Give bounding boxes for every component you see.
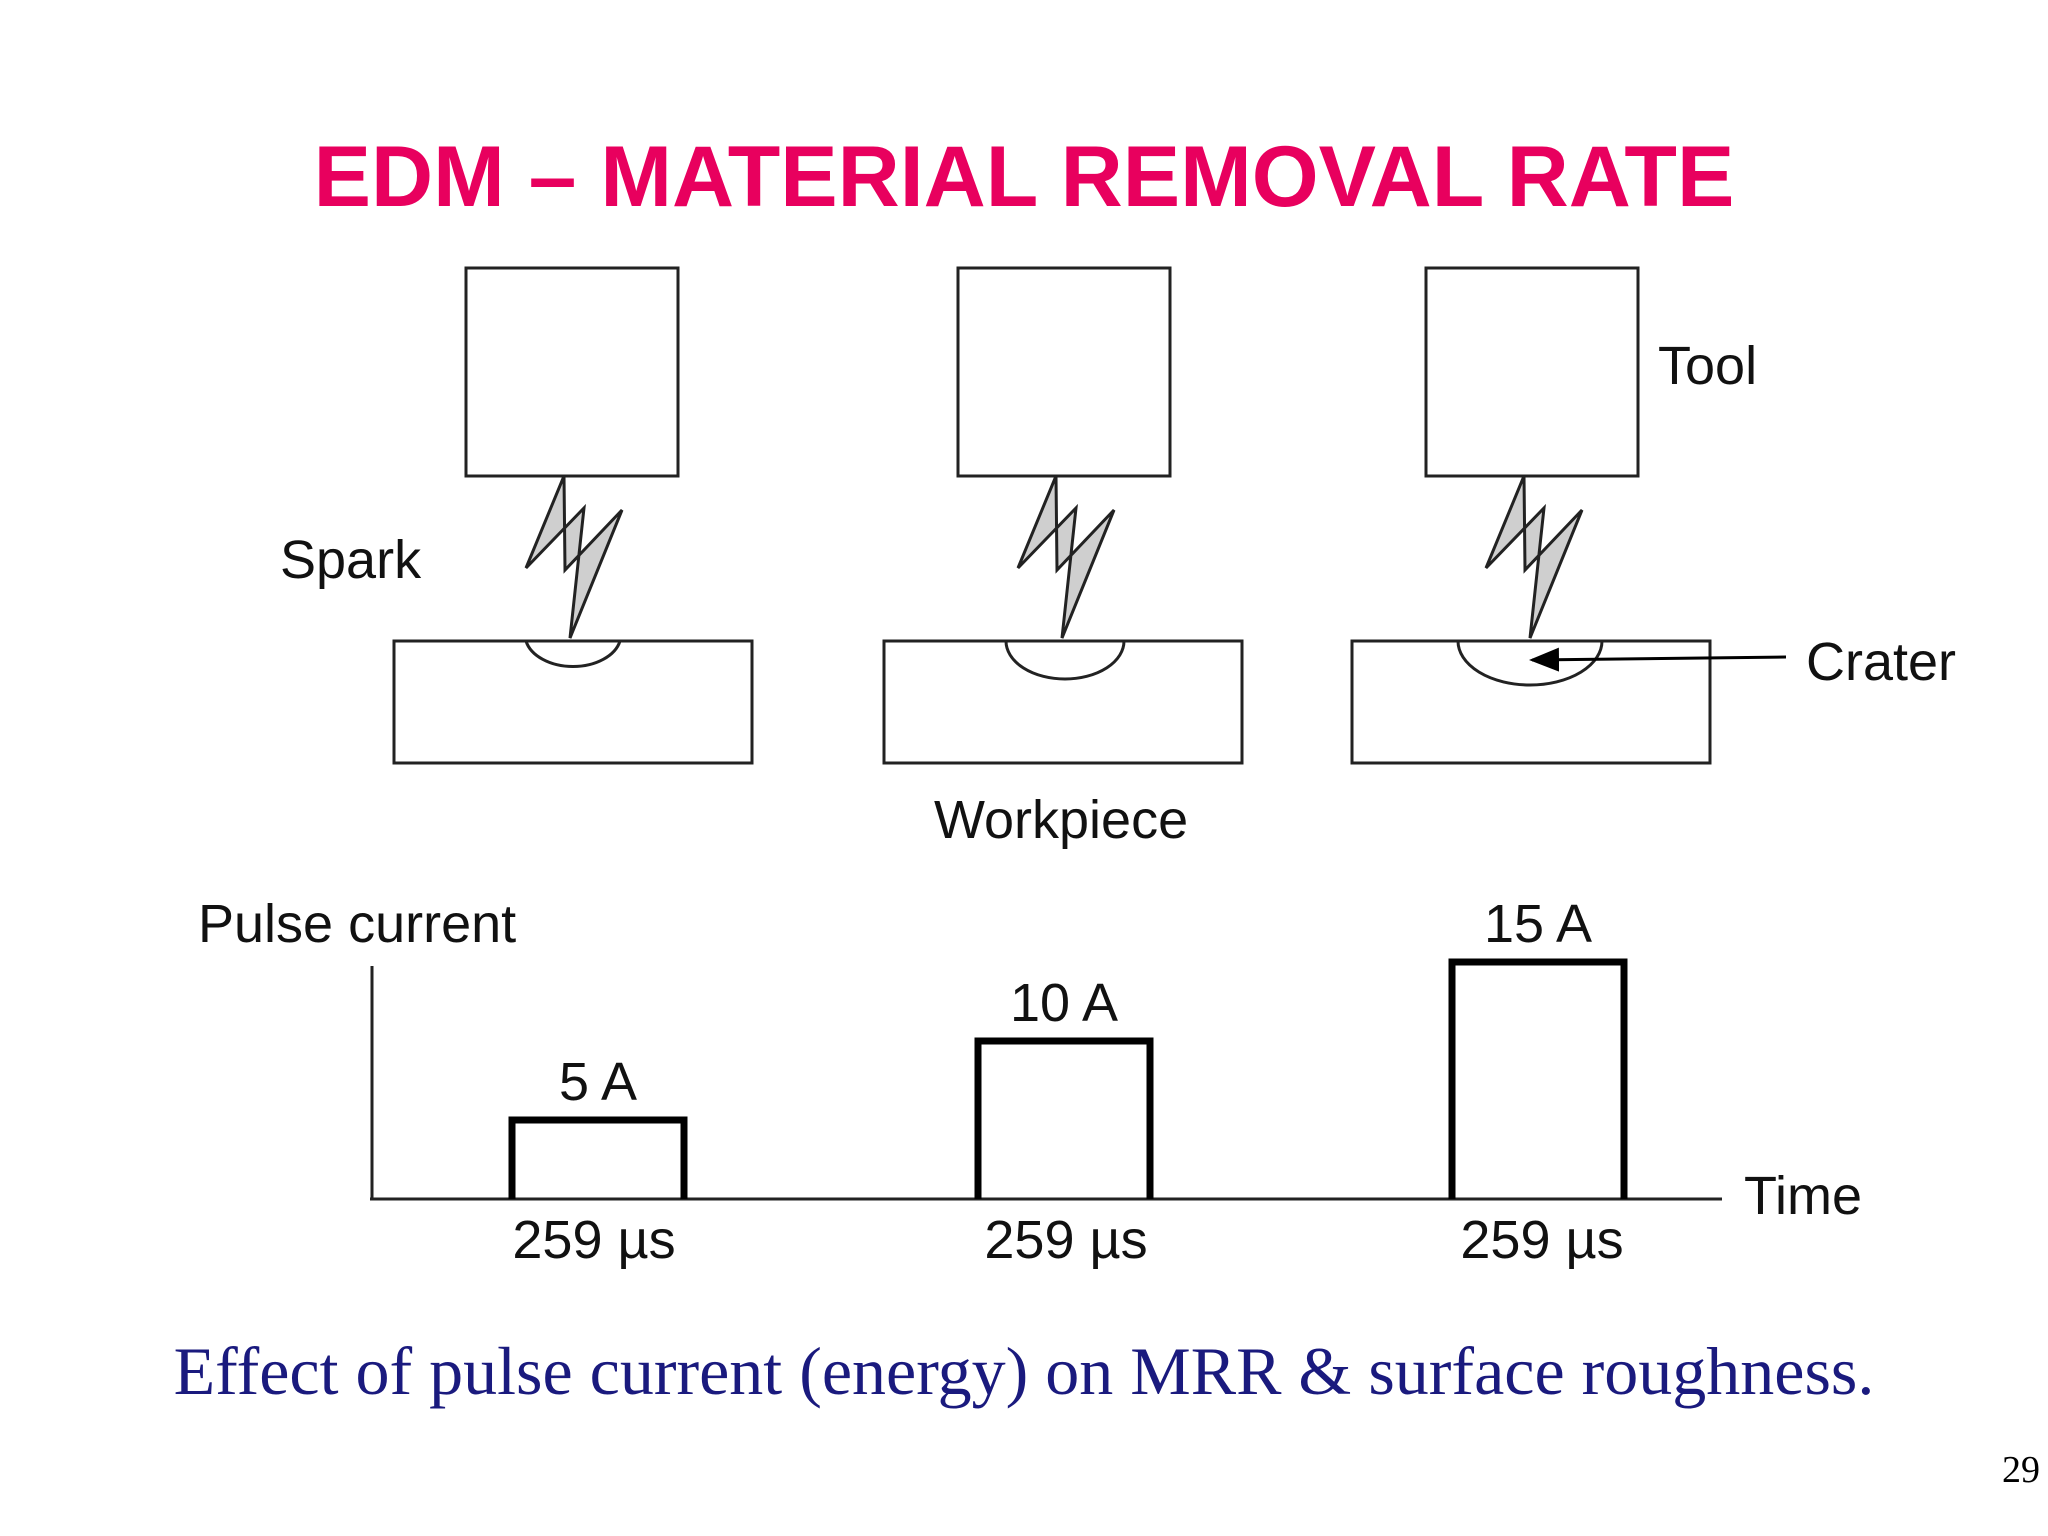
pulse-15a (1448, 958, 1628, 1199)
spark-bolt-2 (1016, 475, 1116, 639)
slide-title: EDM – MATERIAL REMOVAL RATE (313, 129, 1735, 225)
tool-label: Tool (1658, 336, 1757, 396)
tool-electrode-3 (1424, 266, 1640, 478)
pulse-current-label-15a: 15 A (1484, 894, 1592, 954)
slide-caption: Effect of pulse current (energy) on MRR … (173, 1333, 1875, 1409)
crater-2 (1004, 640, 1126, 681)
spark-bolt-3 (1484, 475, 1584, 639)
spark-bolt-1 (524, 475, 624, 639)
page-number: 29 (2002, 1449, 2040, 1491)
pulse-current-label-5a: 5 A (559, 1052, 637, 1112)
pulse-10a (974, 1037, 1154, 1199)
spark-label: Spark (280, 530, 422, 590)
edm-setup-3 (1350, 266, 1712, 765)
pulse-5a (508, 1116, 688, 1199)
tool-electrode-1 (464, 266, 680, 478)
crater-label: Crater (1806, 632, 1956, 692)
pulse-current-graph: Pulse current Time 5 A 10 A 15 A 259 µs … (198, 894, 1862, 1270)
pulse-duration-label-2: 259 µs (984, 1210, 1147, 1270)
pulse-duration-label-3: 259 µs (1460, 1210, 1623, 1270)
workpiece-label: Workpiece (934, 790, 1188, 850)
pulse-current-label-10a: 10 A (1010, 973, 1118, 1033)
pulse-duration-label-1: 259 µs (512, 1210, 675, 1270)
crater-1 (524, 640, 622, 668)
x-axis-label: Time (1744, 1166, 1862, 1226)
workpiece-1 (392, 639, 754, 765)
y-axis-label: Pulse current (198, 894, 516, 954)
edm-setup-2 (882, 266, 1244, 765)
edm-setup-1 (392, 266, 754, 765)
tool-electrode-2 (956, 266, 1172, 478)
crater-pointer-arrow (1529, 647, 1787, 672)
workpiece-2 (882, 639, 1244, 765)
